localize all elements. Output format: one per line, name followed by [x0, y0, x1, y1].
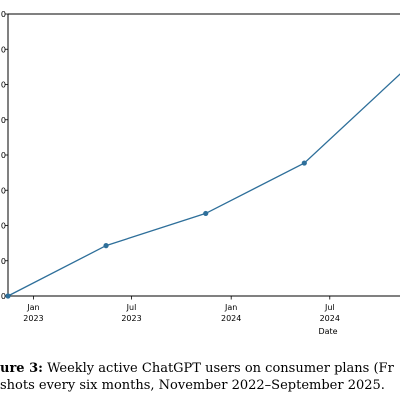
- x-tick-label-year: 2023: [23, 314, 43, 323]
- y-tick-label: 0: [1, 186, 6, 195]
- y-tick-label: 0: [1, 257, 6, 266]
- y-tick-label: 0: [1, 222, 6, 231]
- x-tick-label-month: Jul: [126, 303, 137, 312]
- x-tick-label-month: Jan: [26, 303, 39, 312]
- caption-figure-label: ure 3:: [0, 361, 43, 376]
- y-tick-label: 0: [1, 10, 6, 19]
- axes: [7, 13, 400, 297]
- y-tick-label: 0: [1, 45, 6, 54]
- x-tick-label-year: 2024: [221, 314, 241, 323]
- data-point: [103, 243, 109, 249]
- y-tick-label: 0: [1, 151, 6, 160]
- data-point: [203, 210, 209, 217]
- caption-text-1: Weekly active ChatGPT users on consumer …: [42, 361, 394, 376]
- x-axis-label: Date: [318, 327, 337, 336]
- caption-line-1: ure 3: Weekly active ChatGPT users on co…: [0, 360, 400, 377]
- x-tick-label-month: Jan: [224, 303, 237, 312]
- data-point: [5, 293, 11, 299]
- y-tick-label: 0: [1, 292, 6, 301]
- y-tick-label: 0: [1, 81, 6, 90]
- figure-caption: ure 3: Weekly active ChatGPT users on co…: [0, 360, 400, 400]
- ticks: 0 0 0 0 0 0 0 0 0 Jan 2023 Jul 2023 Jan 2024 Jul 2024: [1, 10, 340, 323]
- line-chart: 0 0 0 0 0 0 0 0 0 Jan 2023 Jul 2023 Jan 2024 Jul 2024 Da…: [1, 10, 400, 336]
- series: [5, 73, 400, 299]
- x-tick-label-month: Jul: [324, 303, 335, 312]
- x-tick-label-year: 2023: [121, 314, 141, 323]
- y-tick-label: 0: [1, 116, 6, 125]
- x-tick-label-year: 2024: [320, 314, 340, 323]
- series-line: [7, 73, 400, 297]
- data-point: [301, 160, 307, 166]
- caption-line-2: shots every six months, November 2022–Se…: [0, 378, 385, 393]
